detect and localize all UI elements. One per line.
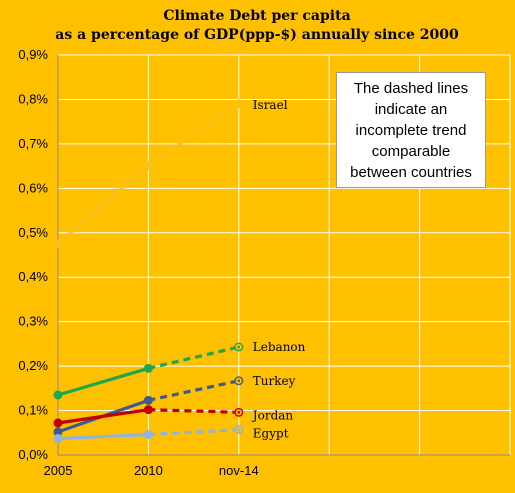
- data-point: [53, 434, 63, 444]
- series-line-dashed: [147, 102, 240, 167]
- data-point: [143, 430, 153, 440]
- annotation-box: The dashed lines indicate an incomplete tr…: [336, 72, 486, 188]
- y-tick-label: 0,1%: [18, 403, 48, 418]
- series-line-solid: [56, 163, 150, 246]
- y-tick-label: 0,6%: [18, 180, 48, 195]
- chart-title: Climate Debt per capita: [163, 8, 350, 24]
- annotation-line: comparable: [371, 143, 451, 160]
- data-point-center: [237, 102, 241, 106]
- series-label: Jordan: [251, 408, 294, 422]
- data-point: [53, 239, 63, 249]
- x-tick-label: nov-14: [219, 463, 259, 478]
- annotation-line: between countries: [350, 164, 472, 181]
- annotation-line: indicate an: [374, 101, 448, 118]
- data-point: [143, 160, 153, 170]
- x-tick-label: 2010: [134, 463, 163, 478]
- y-tick-label: 0,4%: [18, 269, 48, 284]
- series-line-dashed: [148, 379, 240, 402]
- x-tick-label: 2005: [44, 463, 73, 478]
- series-label: Egypt: [253, 427, 289, 441]
- data-point: [143, 363, 153, 373]
- data-point: [53, 390, 63, 400]
- y-tick-label: 0,9%: [18, 47, 48, 62]
- y-tick-label: 0,3%: [18, 314, 48, 329]
- data-point-center: [237, 428, 241, 431]
- data-point-center: [237, 379, 241, 383]
- data-point: [143, 405, 153, 415]
- y-tick-label: 0,8%: [18, 91, 48, 106]
- series-line-dashed: [148, 428, 239, 437]
- data-point: [53, 427, 63, 437]
- annotation-line: The dashed lines: [353, 80, 469, 97]
- series-label: Israel: [253, 98, 288, 112]
- y-tick-label: 0,5%: [18, 225, 48, 240]
- y-tick-label: 0,2%: [18, 358, 48, 373]
- y-tick-label: 0,0%: [18, 447, 48, 462]
- plot-area: 0,0% 0,1% 0,2% 0,3% 0,4% 0,5% 0,6% 0,7% 0,8% 0,9%…: [18, 47, 511, 478]
- data-point: [53, 418, 63, 428]
- data-point-center: [237, 345, 241, 349]
- series-line-solid: [56, 432, 150, 441]
- chart-subtitle: as a percentage of GDP(ppp-$) annually s…: [55, 27, 459, 43]
- series-line-solid: [56, 366, 150, 397]
- series-label: Lebanon: [253, 340, 306, 354]
- data-point-center: [237, 411, 241, 414]
- y-tick-label: 0,7%: [18, 136, 48, 151]
- series-label: Turkey: [253, 374, 296, 388]
- data-point: [143, 395, 153, 405]
- series-line-solid: [56, 408, 150, 425]
- annotation-line: incomplete trend: [355, 122, 467, 139]
- series-line-dashed: [148, 345, 240, 370]
